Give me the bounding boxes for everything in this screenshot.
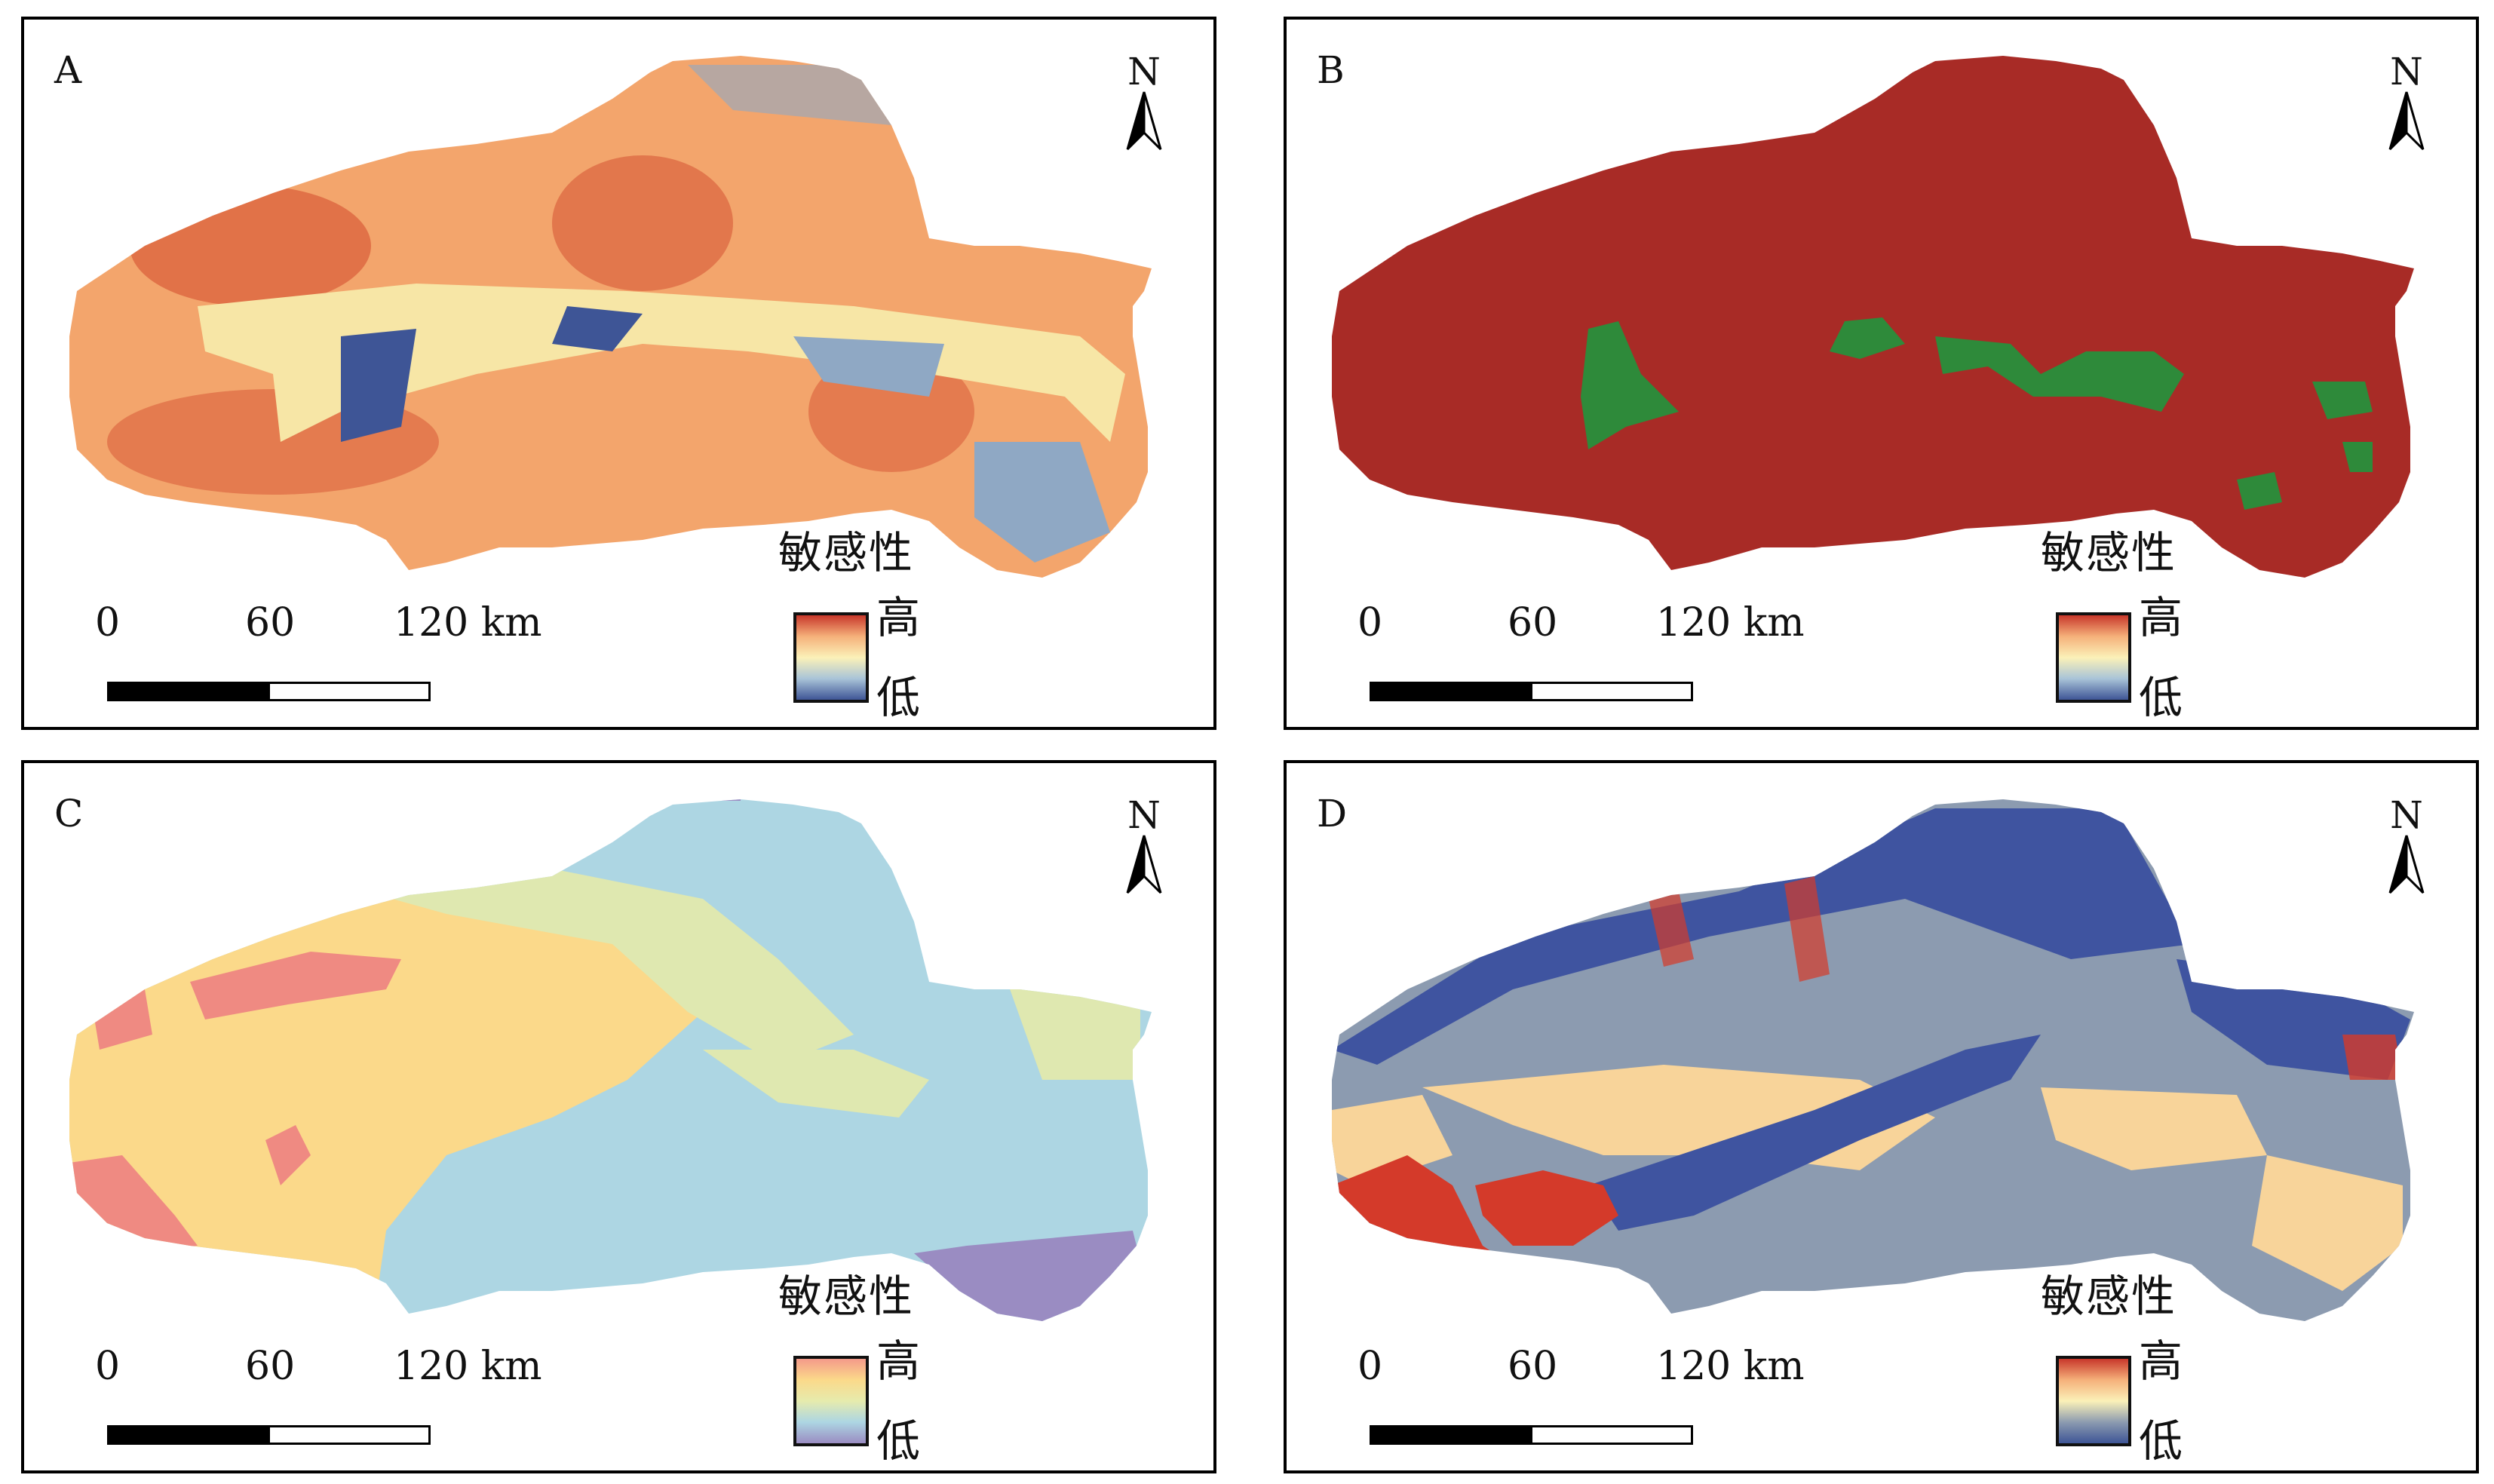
panel-label: B: [1317, 48, 1345, 92]
north-arrow-icon: [1126, 91, 1162, 151]
scale-tick-120: 120 km: [1656, 600, 1805, 645]
north-arrow-icon: [2388, 91, 2425, 151]
map-panel-b: B N 0 60 120 km 敏感性 高 低: [1284, 17, 2479, 730]
scale-tick-0: 0: [1357, 1344, 1383, 1389]
legend-high-label: 高: [2139, 592, 2183, 643]
scale-bar-white: [268, 1425, 431, 1445]
map-a-low-zone: [552, 306, 643, 351]
map-c-yellow-zone: [69, 891, 703, 1321]
legend-low-label: 低: [876, 672, 921, 723]
north-arrow-icon: [2388, 835, 2425, 894]
legend-high-label: 高: [876, 1335, 921, 1387]
scale-tick-120: 120 km: [394, 600, 542, 645]
scale-bar-black: [107, 682, 270, 701]
map-b-green-patch: [2312, 382, 2373, 419]
scale-bar-black: [1370, 1425, 1532, 1445]
legend-title: 敏感性: [2041, 527, 2177, 578]
map-d-sand-zone: [1332, 1095, 1453, 1185]
scale-tick-0: 0: [95, 1344, 121, 1389]
scale-bar-black: [107, 1425, 270, 1445]
legend-color-ramp: [2056, 612, 2131, 703]
legend-title: 敏感性: [2041, 1271, 2177, 1322]
map-b-green-patch: [2237, 472, 2282, 510]
map-c-pink-zone: [265, 1125, 311, 1185]
map-a-cool-zone: [974, 442, 1110, 563]
legend-low-label: 低: [876, 1415, 921, 1467]
map-d-sand-zone: [2041, 1087, 2267, 1170]
panel-label: A: [54, 48, 82, 92]
map-d-red-zone: [1475, 1170, 1618, 1246]
map-d-red-zone: [1784, 876, 1830, 982]
scale-tick-60: 60: [245, 1344, 296, 1389]
scale-bar-black: [1370, 682, 1532, 701]
map-d-red-zone: [2342, 1035, 2403, 1080]
north-letter: N: [1127, 793, 1161, 837]
north-arrow: N: [2384, 796, 2429, 897]
scale-tick-120: 120 km: [394, 1344, 542, 1389]
legend-color-ramp: [2056, 1356, 2131, 1446]
scale-tick-0: 0: [1357, 600, 1383, 645]
map-d-navy-zone: [1332, 808, 2192, 1065]
north-arrow: N: [1121, 796, 1167, 897]
legend-high-label: 高: [876, 592, 921, 643]
scale-bar: 0 60 120 km: [1347, 600, 1805, 701]
map-a-hot-zone: [552, 155, 733, 291]
legend-title: 敏感性: [778, 527, 915, 578]
map-d-navy-zone: [1588, 1035, 2041, 1231]
map-panel-c: C N 0 60 120 km 敏感性 高 低: [21, 760, 1216, 1473]
legend-color-ramp: [793, 1356, 869, 1446]
north-arrow: N: [1121, 53, 1167, 154]
scale-bar-white: [1530, 682, 1693, 701]
scale-bar: 0 60 120 km: [84, 1344, 542, 1445]
map-panel-d: D N 0 60 120 km 敏感性 高 低: [1284, 760, 2479, 1473]
north-letter: N: [2390, 793, 2423, 837]
scale-tick-120: 120 km: [1656, 1344, 1805, 1389]
sensitivity-map-d: [1332, 799, 2414, 1321]
map-d-sand-zone: [2252, 1155, 2403, 1291]
north-letter: N: [1127, 50, 1161, 94]
scale-tick-60: 60: [1508, 600, 1558, 645]
map-a-hot-zone: [130, 186, 371, 306]
map-a-low-zone: [341, 329, 416, 442]
legend-low-label: 低: [2139, 672, 2183, 723]
map-a-cool-zone: [688, 65, 891, 125]
sensitivity-map-a: [69, 56, 1152, 578]
sensitivity-map-b: [1332, 56, 2414, 578]
map-a-cool-zone: [793, 336, 944, 397]
map-c-pink-zone: [190, 952, 401, 1019]
scale-tick-60: 60: [1508, 1344, 1558, 1389]
map-panel-a: A N 0 60 120 km 敏感性 高 低: [21, 17, 1216, 730]
scale-tick-0: 0: [95, 600, 121, 645]
map-b-green-patch: [1830, 317, 1905, 359]
north-letter: N: [2390, 50, 2423, 94]
map-a-basin: [198, 284, 1125, 442]
map-c-purple-zone: [688, 799, 741, 801]
map-c-lime-zone: [703, 1050, 929, 1118]
north-arrow: N: [2384, 53, 2429, 154]
legend-title: 敏感性: [778, 1271, 915, 1322]
scale-tick-60: 60: [245, 600, 296, 645]
north-arrow-icon: [1126, 835, 1162, 894]
legend-low-label: 低: [2139, 1415, 2183, 1467]
sensitivity-map-c: [69, 799, 1152, 1321]
map-d-red-zone: [1649, 891, 1694, 967]
panel-label: D: [1317, 792, 1348, 836]
map-b-green-patch: [1581, 321, 1679, 449]
scale-bar: 0 60 120 km: [84, 600, 542, 701]
scale-bar: 0 60 120 km: [1347, 1344, 1805, 1445]
scale-bar-white: [1530, 1425, 1693, 1445]
panel-label: C: [54, 792, 84, 836]
map-b-green-patch: [2342, 442, 2373, 472]
legend-high-label: 高: [2139, 1335, 2183, 1387]
scale-bar-white: [268, 682, 431, 701]
legend-color-ramp: [793, 612, 869, 703]
map-b-green-patch: [1935, 336, 2184, 412]
map-c-lime-zone: [311, 869, 854, 1065]
